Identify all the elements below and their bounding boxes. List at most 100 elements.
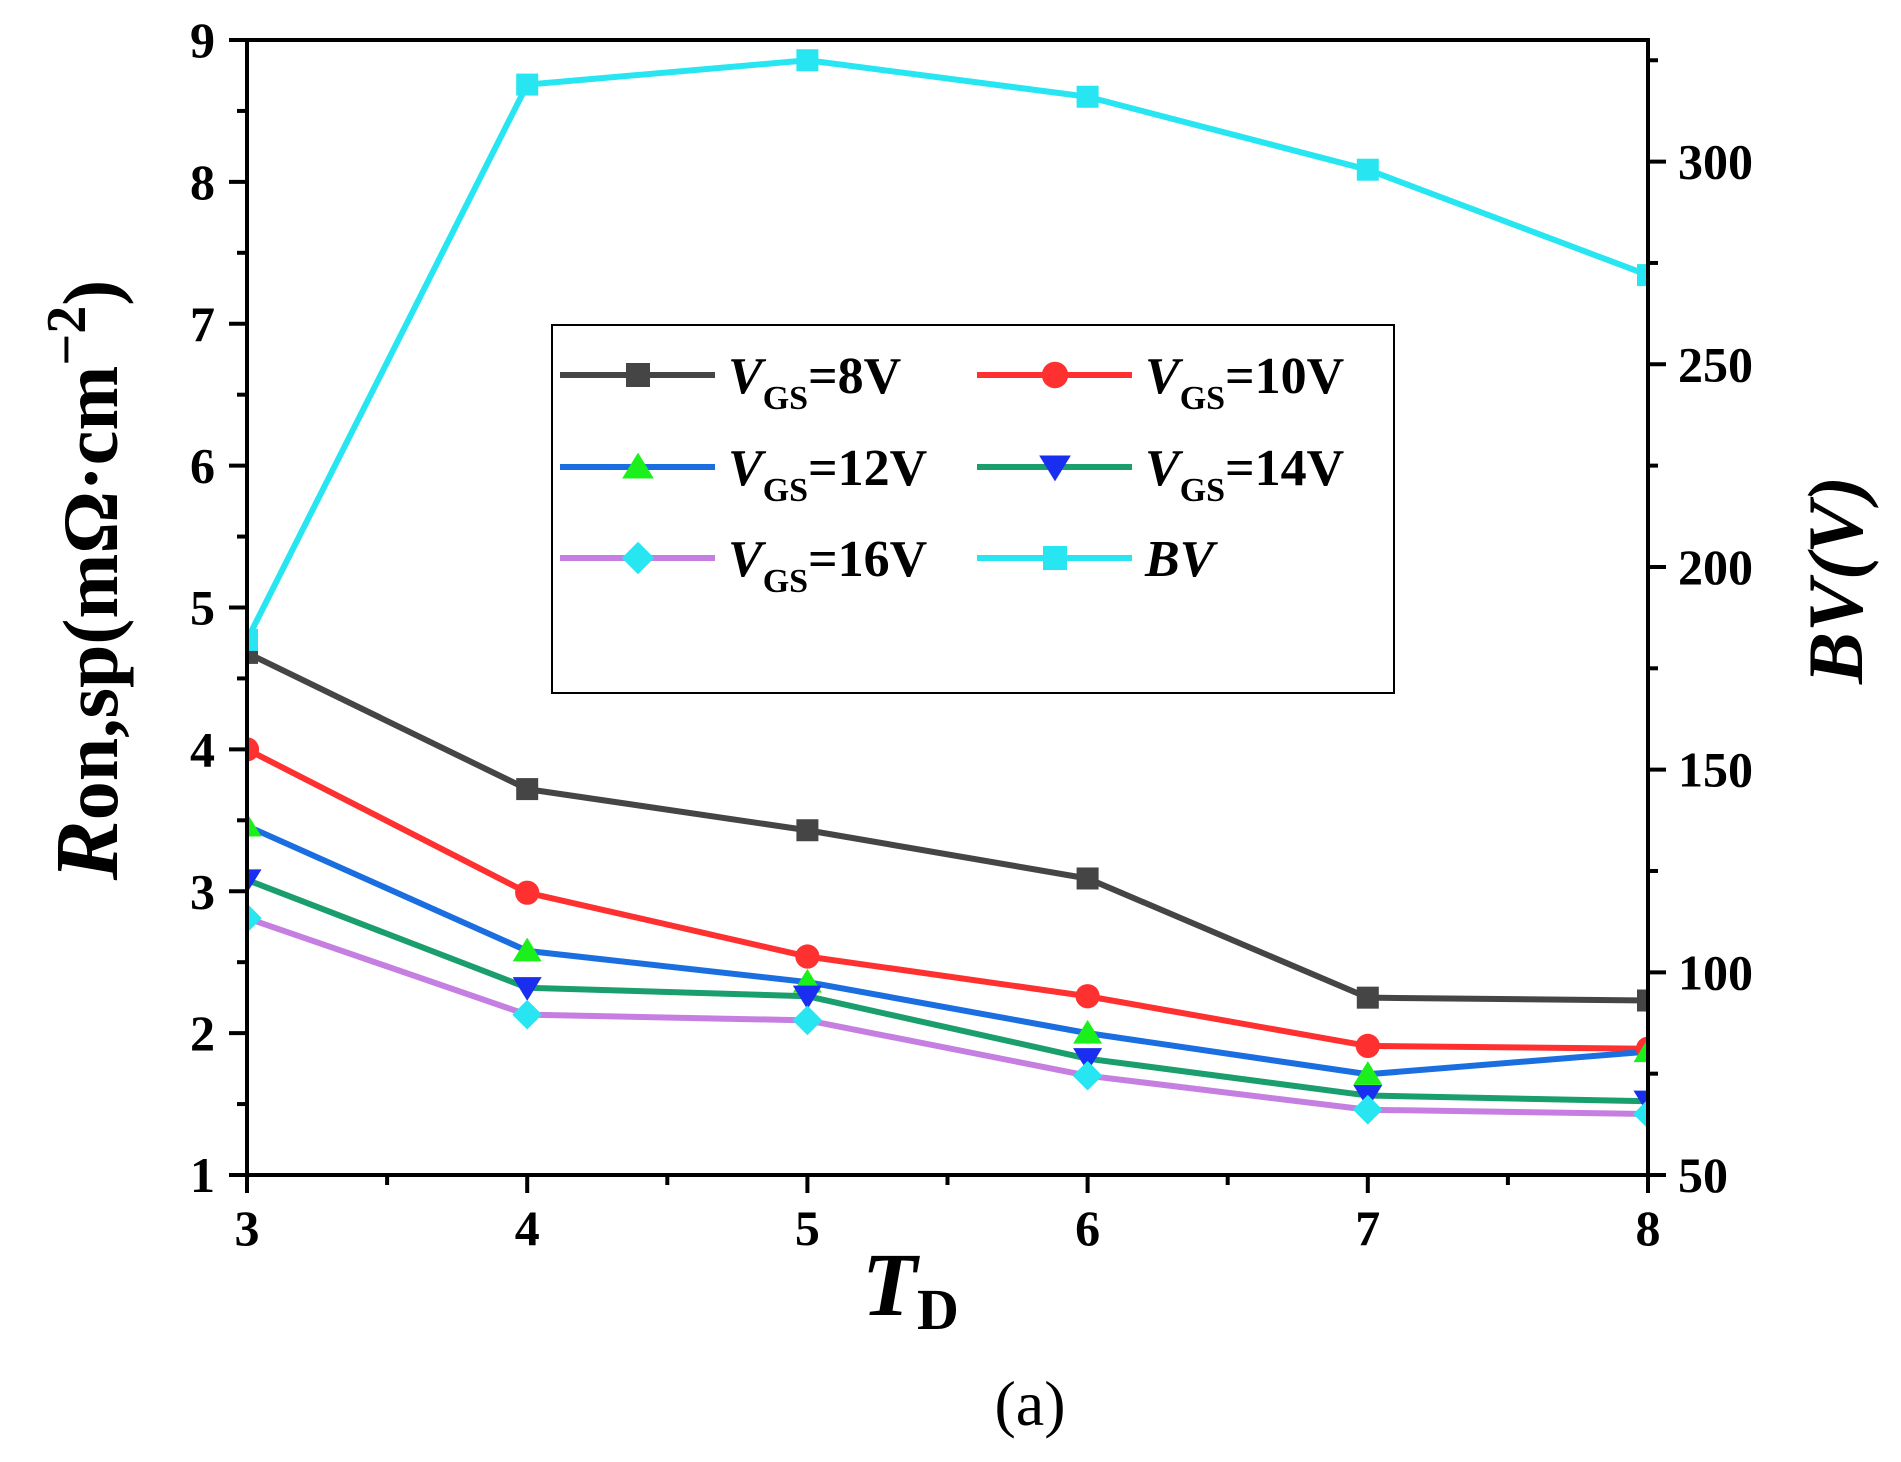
legend-marker-1 bbox=[1041, 361, 1069, 389]
y-left-axis-title: Ron,sp(mΩ·cm−2) bbox=[36, 280, 137, 882]
y-left-tick-label-3: 4 bbox=[190, 721, 215, 777]
legend-marker-4 bbox=[621, 541, 655, 575]
series-0-point-4 bbox=[1356, 986, 1379, 1009]
legend-label-0-main: V bbox=[728, 348, 767, 405]
x-tick-label-0: 3 bbox=[235, 1200, 260, 1256]
series-5-point-5 bbox=[1637, 264, 1648, 287]
series-0-point-3 bbox=[1076, 867, 1099, 890]
series-1-point-4 bbox=[1355, 1033, 1380, 1058]
series-1-point-2 bbox=[795, 944, 820, 969]
y-right-tick-label-2: 150 bbox=[1678, 742, 1753, 798]
legend-entry-4: VGS=16V bbox=[560, 531, 927, 600]
y-right-tick-label-0: 50 bbox=[1678, 1147, 1728, 1203]
legend-entry-5: BV bbox=[977, 531, 1219, 588]
y-left-tick-label-5: 6 bbox=[190, 438, 215, 494]
series-line-3 bbox=[247, 877, 1648, 1105]
legend-marker-3 bbox=[1039, 455, 1071, 482]
series-5-point-0 bbox=[247, 628, 258, 651]
series-2-point-0 bbox=[247, 812, 262, 837]
y-left-tick-label-4: 5 bbox=[190, 580, 215, 636]
series-line-4 bbox=[247, 915, 1648, 1117]
series-line-1 bbox=[247, 746, 1648, 1052]
legend-label-1: VGS=10V bbox=[1145, 348, 1344, 417]
y-left-tick-label-8: 9 bbox=[190, 12, 215, 68]
y-right-tick-label-3: 200 bbox=[1678, 539, 1753, 595]
x-tick-label-1: 4 bbox=[515, 1200, 540, 1256]
legend-label-0: VGS=8V bbox=[728, 348, 901, 417]
legend-label-0-sub: GS bbox=[763, 380, 808, 417]
y-left-title-close: ) bbox=[47, 280, 134, 306]
x-tick-label-5: 8 bbox=[1636, 1200, 1661, 1256]
series-line-0 bbox=[247, 650, 1648, 1004]
series-4-point-5 bbox=[1633, 1099, 1648, 1129]
series-3-point-1 bbox=[512, 977, 542, 1001]
legend-label-5-main: BV bbox=[1144, 531, 1219, 588]
series-5-point-4 bbox=[1356, 158, 1379, 181]
y-left-title-superscript: −2 bbox=[36, 306, 98, 366]
series-5-point-1 bbox=[516, 73, 539, 96]
series-3-point-5 bbox=[1633, 1090, 1648, 1115]
series-3-point-3 bbox=[1073, 1048, 1103, 1072]
y-left-title-main: R bbox=[38, 820, 137, 881]
series-4-point-4 bbox=[1352, 1094, 1383, 1125]
series-1-point-1 bbox=[515, 880, 540, 905]
series-0-point-2 bbox=[796, 819, 819, 842]
y-right-tick-label-5: 300 bbox=[1678, 134, 1753, 190]
series-0-point-0 bbox=[247, 641, 258, 664]
y-left-tick-label-1: 2 bbox=[190, 1005, 215, 1061]
series-4-point-0 bbox=[247, 903, 262, 934]
legend-marker-5 bbox=[1043, 546, 1067, 570]
y-left-tick-label-6: 7 bbox=[190, 296, 215, 352]
legend-marker-2 bbox=[622, 452, 654, 479]
y-left-tick-label-0: 1 bbox=[190, 1147, 215, 1203]
y-right-tick-label-4: 250 bbox=[1678, 336, 1753, 392]
series-markers bbox=[247, 49, 1648, 1129]
series-2-point-4 bbox=[1353, 1061, 1383, 1085]
legend-marker-0 bbox=[626, 363, 650, 387]
series-5-point-2 bbox=[796, 49, 819, 72]
series-1-point-0 bbox=[247, 737, 260, 762]
y-right-tick-label-1: 100 bbox=[1678, 944, 1753, 1000]
legend-entry-2: VGS=12V bbox=[560, 440, 927, 509]
axis-ticks: 3 4 5 6 7 8 1 2 3 4 5 6 7 8 9 50 100 150 200 250 300 bbox=[190, 12, 1753, 1256]
legend-box bbox=[551, 324, 1395, 694]
series-4-point-3 bbox=[1072, 1060, 1103, 1091]
series-3-point-2 bbox=[792, 985, 822, 1010]
legend-label-4-main: V bbox=[728, 531, 767, 588]
legend-entry-0: VGS=8V bbox=[560, 348, 901, 417]
series-0-point-1 bbox=[516, 778, 539, 801]
x-tick-label-3: 6 bbox=[1075, 1200, 1100, 1256]
series-4-point-2 bbox=[792, 1005, 823, 1036]
figure-caption: (a) bbox=[994, 1368, 1065, 1439]
legend-label-4-sub: GS bbox=[763, 563, 808, 600]
legend-label-2: VGS=12V bbox=[728, 440, 927, 509]
legend-label-3-rest: =14V bbox=[1225, 440, 1344, 497]
x-tick-label-4: 7 bbox=[1355, 1200, 1380, 1256]
legend-label-1-rest: =10V bbox=[1225, 348, 1344, 405]
y-left-title-rest: on,sp(mΩ·cm bbox=[47, 366, 134, 821]
y-left-tick-label-7: 8 bbox=[190, 154, 215, 210]
series-line-5 bbox=[247, 57, 1648, 642]
x-tick-label-2: 5 bbox=[795, 1200, 820, 1256]
legend-entry-1: VGS=10V bbox=[977, 348, 1344, 417]
series-4-point-1 bbox=[512, 999, 543, 1030]
legend-label-5: BV bbox=[1144, 531, 1219, 588]
series-2-point-5 bbox=[1633, 1038, 1648, 1063]
series-2-point-1 bbox=[512, 937, 542, 962]
x-title-main: T bbox=[862, 1236, 920, 1335]
x-title-sub: D bbox=[917, 1277, 959, 1342]
legend-label-3-sub: GS bbox=[1180, 472, 1225, 509]
series-1-point-3 bbox=[1075, 984, 1100, 1009]
series-line-2 bbox=[247, 823, 1648, 1078]
series-0-point-5 bbox=[1637, 989, 1648, 1012]
y-right-axis-title: BV(V) bbox=[1792, 476, 1879, 685]
legend-label-2-main: V bbox=[728, 440, 767, 497]
series-2-point-3 bbox=[1073, 1019, 1103, 1044]
series-5-point-3 bbox=[1076, 85, 1099, 108]
legend-label-3-main: V bbox=[1145, 440, 1184, 497]
series-lines bbox=[247, 57, 1648, 1117]
